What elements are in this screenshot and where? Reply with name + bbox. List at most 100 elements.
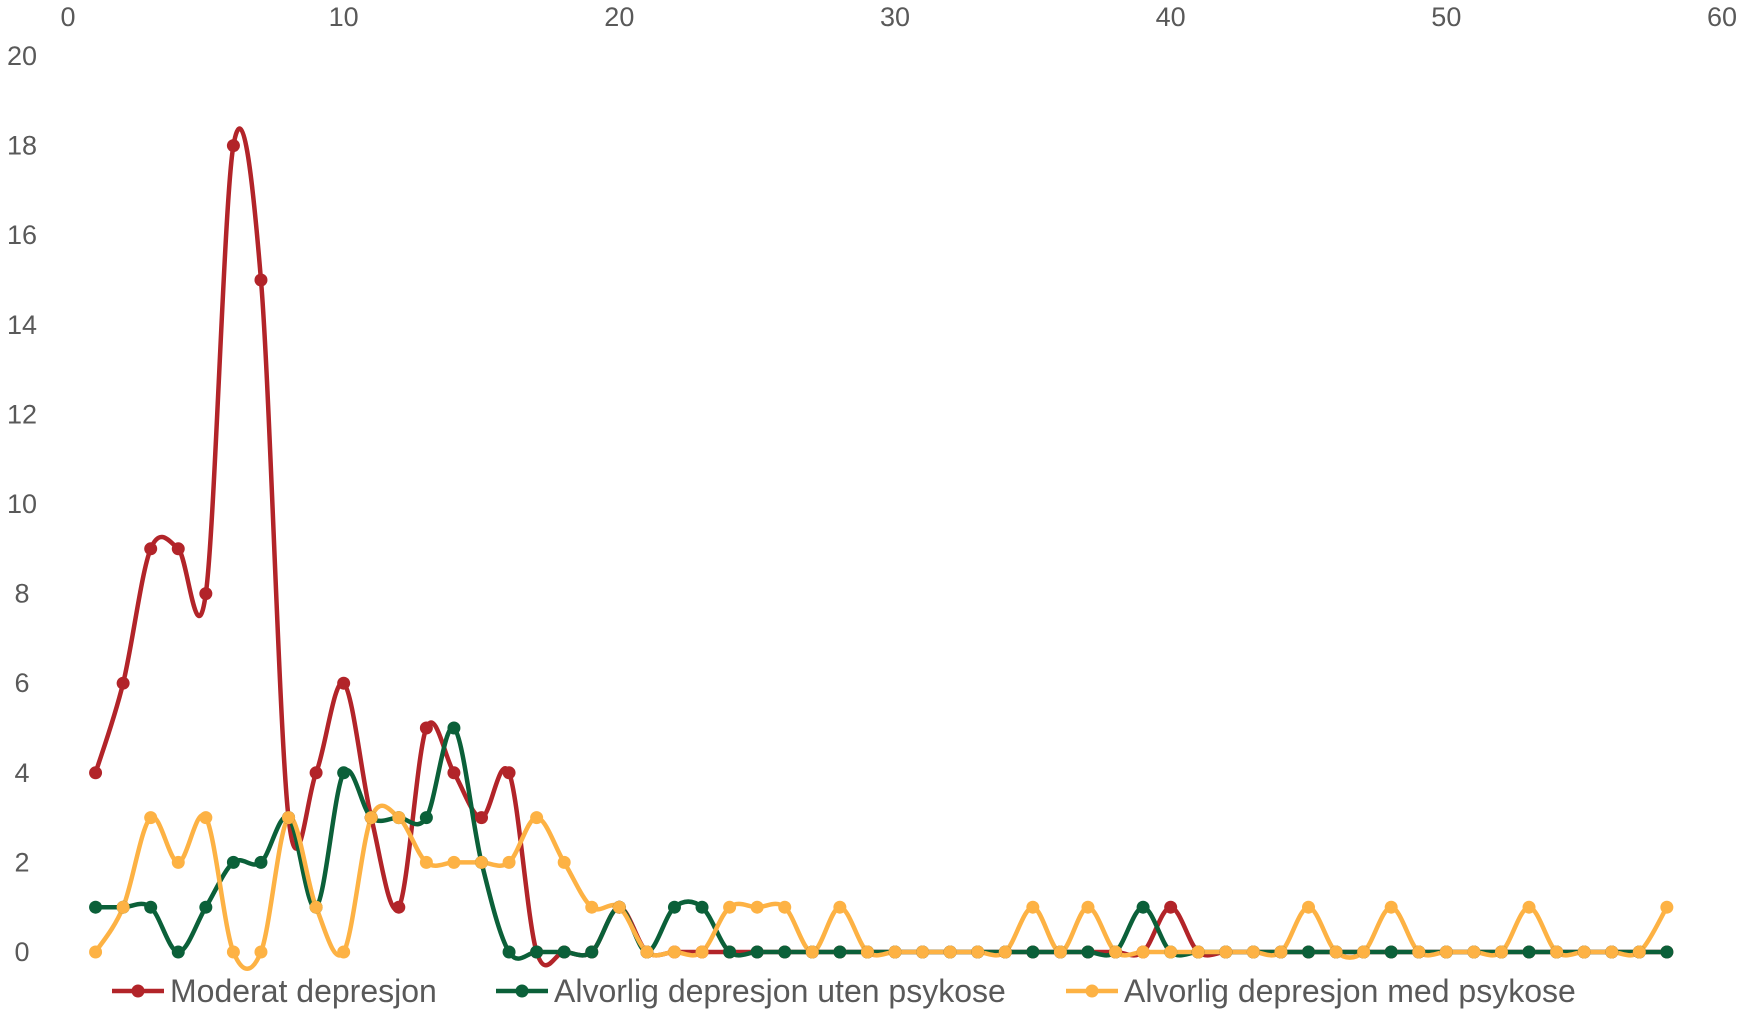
data-point-moderat-depresjon: [447, 766, 461, 780]
series-lines: [93, 126, 1670, 971]
data-point-moderat-depresjon: [392, 900, 406, 914]
y-tick-label: 16: [7, 220, 37, 250]
data-point-alvorlig-uten-psykose: [447, 721, 461, 735]
data-point-alvorlig-uten-psykose: [199, 900, 213, 914]
data-point-alvorlig-med-psykose: [971, 945, 985, 959]
data-point-moderat-depresjon: [1164, 900, 1178, 914]
y-tick-label: 10: [7, 489, 37, 519]
y-tick-label: 4: [14, 758, 29, 788]
legend-label-alvorlig-uten-psykose: Alvorlig depresjon uten psykose: [554, 973, 1006, 1009]
data-point-alvorlig-med-psykose: [833, 900, 847, 914]
data-point-alvorlig-med-psykose: [998, 945, 1012, 959]
data-point-alvorlig-med-psykose: [1053, 945, 1067, 959]
data-point-alvorlig-uten-psykose: [1384, 945, 1398, 959]
x-tick-label: 40: [1156, 2, 1186, 32]
data-point-alvorlig-med-psykose: [419, 855, 433, 869]
x-tick-label: 20: [604, 2, 634, 32]
x-tick-label: 50: [1431, 2, 1461, 32]
data-point-alvorlig-uten-psykose: [337, 766, 351, 780]
data-point-alvorlig-med-psykose: [1191, 945, 1205, 959]
data-point-alvorlig-med-psykose: [667, 945, 681, 959]
data-point-alvorlig-med-psykose: [447, 855, 461, 869]
data-point-alvorlig-uten-psykose: [530, 945, 544, 959]
data-point-alvorlig-uten-psykose: [144, 900, 158, 914]
data-point-alvorlig-med-psykose: [502, 855, 516, 869]
legend-label-moderat-depresjon: Moderat depresjon: [170, 973, 437, 1009]
data-point-alvorlig-med-psykose: [1109, 945, 1123, 959]
data-point-moderat-depresjon: [116, 676, 130, 690]
data-point-alvorlig-med-psykose: [282, 811, 296, 825]
y-tick-label: 18: [7, 131, 37, 161]
data-point-alvorlig-med-psykose: [144, 811, 158, 825]
data-point-moderat-depresjon: [337, 676, 351, 690]
data-point-alvorlig-uten-psykose: [1522, 945, 1536, 959]
data-point-alvorlig-uten-psykose: [750, 945, 764, 959]
data-point-alvorlig-med-psykose: [916, 945, 930, 959]
data-point-moderat-depresjon: [502, 766, 516, 780]
data-point-alvorlig-med-psykose: [1605, 945, 1619, 959]
data-point-moderat-depresjon: [254, 273, 268, 287]
data-point-alvorlig-med-psykose: [1660, 900, 1674, 914]
data-point-alvorlig-med-psykose: [254, 945, 268, 959]
data-point-alvorlig-med-psykose: [557, 855, 571, 869]
x-tick-label: 60: [1707, 2, 1737, 32]
data-point-alvorlig-med-psykose: [1522, 900, 1536, 914]
data-point-moderat-depresjon: [199, 587, 213, 601]
data-point-alvorlig-med-psykose: [1412, 945, 1426, 959]
series-line-alvorlig-uten-psykose: [93, 725, 1670, 961]
legend-marker-alvorlig-uten-psykose: [515, 984, 529, 998]
x-tick-label: 0: [60, 2, 75, 32]
data-point-alvorlig-uten-psykose: [1026, 945, 1040, 959]
legend-marker-moderat-depresjon: [131, 984, 145, 998]
data-point-alvorlig-uten-psykose: [778, 945, 792, 959]
data-point-alvorlig-med-psykose: [1467, 945, 1481, 959]
data-point-alvorlig-uten-psykose: [695, 900, 709, 914]
data-point-alvorlig-med-psykose: [199, 811, 213, 825]
data-point-alvorlig-uten-psykose: [171, 945, 185, 959]
series-markers: [89, 139, 1674, 959]
data-point-moderat-depresjon: [171, 542, 185, 556]
data-point-alvorlig-med-psykose: [89, 945, 103, 959]
data-point-alvorlig-uten-psykose: [419, 811, 433, 825]
data-point-alvorlig-med-psykose: [530, 811, 544, 825]
data-point-alvorlig-med-psykose: [805, 945, 819, 959]
y-tick-label: 2: [14, 847, 29, 877]
data-point-moderat-depresjon: [419, 721, 433, 735]
data-point-alvorlig-uten-psykose: [585, 945, 599, 959]
data-point-alvorlig-uten-psykose: [833, 945, 847, 959]
data-point-alvorlig-med-psykose: [1439, 945, 1453, 959]
data-point-alvorlig-med-psykose: [1550, 945, 1564, 959]
data-point-alvorlig-uten-psykose: [667, 900, 681, 914]
y-tick-label: 8: [14, 579, 29, 609]
data-point-alvorlig-med-psykose: [1302, 900, 1315, 914]
data-point-alvorlig-med-psykose: [1136, 945, 1150, 959]
y-tick-label: 0: [14, 937, 29, 967]
x-tick-label: 10: [329, 2, 359, 32]
y-axis-ticks: 0 2 4 6 8 10 12 14 16 18 20: [7, 41, 37, 967]
data-point-alvorlig-med-psykose: [585, 900, 599, 914]
data-point-alvorlig-med-psykose: [1329, 945, 1343, 959]
data-point-moderat-depresjon: [309, 766, 323, 780]
data-point-alvorlig-med-psykose: [392, 811, 406, 825]
data-point-alvorlig-med-psykose: [695, 945, 709, 959]
data-point-alvorlig-uten-psykose: [1136, 900, 1150, 914]
y-tick-label: 14: [7, 310, 37, 340]
data-point-alvorlig-uten-psykose: [557, 945, 571, 959]
data-point-alvorlig-med-psykose: [337, 945, 351, 959]
data-point-alvorlig-uten-psykose: [226, 855, 240, 869]
data-point-alvorlig-med-psykose: [475, 855, 488, 869]
data-point-alvorlig-med-psykose: [1577, 945, 1591, 959]
data-point-moderat-depresjon: [89, 766, 103, 780]
data-point-alvorlig-uten-psykose: [502, 945, 516, 959]
data-point-alvorlig-uten-psykose: [89, 900, 103, 914]
data-point-alvorlig-med-psykose: [1081, 900, 1095, 914]
legend: Moderat depresjon Alvorlig depresjon uten…: [112, 973, 1576, 1009]
data-point-alvorlig-med-psykose: [1246, 945, 1260, 959]
data-point-alvorlig-uten-psykose: [723, 945, 737, 959]
data-point-alvorlig-med-psykose: [226, 945, 240, 959]
data-point-alvorlig-med-psykose: [640, 945, 654, 959]
data-point-alvorlig-med-psykose: [750, 900, 764, 914]
data-point-alvorlig-med-psykose: [116, 900, 130, 914]
data-point-alvorlig-uten-psykose: [1660, 945, 1674, 959]
data-point-alvorlig-med-psykose: [1384, 900, 1398, 914]
